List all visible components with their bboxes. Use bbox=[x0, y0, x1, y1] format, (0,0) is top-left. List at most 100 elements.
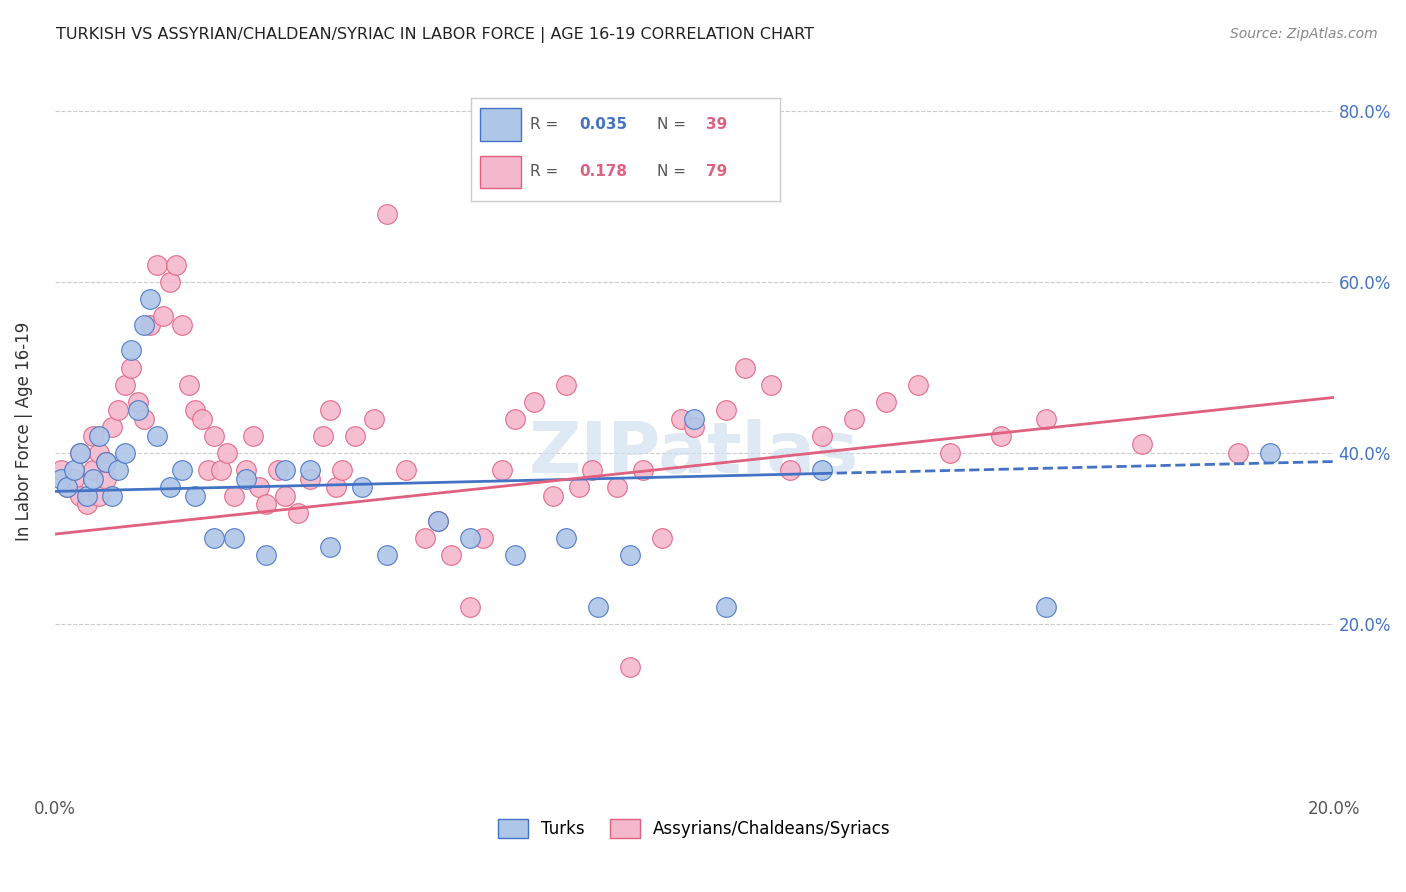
Point bbox=[132, 318, 155, 332]
Point bbox=[267, 463, 290, 477]
Point bbox=[235, 472, 257, 486]
Point bbox=[49, 463, 72, 477]
Point bbox=[363, 412, 385, 426]
Point bbox=[101, 420, 124, 434]
Point bbox=[222, 532, 245, 546]
Point bbox=[990, 429, 1012, 443]
Point bbox=[375, 207, 398, 221]
Point bbox=[204, 429, 226, 443]
Point bbox=[312, 429, 335, 443]
Point bbox=[523, 394, 546, 409]
Point bbox=[197, 463, 219, 477]
Point bbox=[114, 446, 136, 460]
Point bbox=[132, 412, 155, 426]
Point bbox=[779, 463, 801, 477]
Point bbox=[82, 463, 104, 477]
Point bbox=[683, 420, 706, 434]
Point bbox=[555, 377, 578, 392]
Point bbox=[209, 463, 232, 477]
Point bbox=[62, 463, 84, 477]
Y-axis label: In Labor Force | Age 16-19: In Labor Force | Age 16-19 bbox=[15, 322, 32, 541]
Point bbox=[274, 463, 297, 477]
Point bbox=[606, 480, 628, 494]
Point bbox=[1130, 437, 1153, 451]
Text: 39: 39 bbox=[706, 117, 727, 132]
Point bbox=[89, 446, 111, 460]
Point bbox=[114, 377, 136, 392]
Point bbox=[1035, 599, 1057, 614]
Point bbox=[651, 532, 673, 546]
Point bbox=[811, 463, 834, 477]
Point bbox=[299, 463, 322, 477]
Point bbox=[318, 540, 340, 554]
Point bbox=[714, 403, 737, 417]
Point bbox=[89, 429, 111, 443]
Point bbox=[235, 463, 257, 477]
Point bbox=[1258, 446, 1281, 460]
Point bbox=[491, 463, 513, 477]
FancyBboxPatch shape bbox=[481, 109, 520, 141]
Point bbox=[254, 497, 277, 511]
Point bbox=[299, 472, 322, 486]
Point bbox=[159, 480, 181, 494]
Point bbox=[1226, 446, 1249, 460]
Point bbox=[69, 446, 91, 460]
Point bbox=[543, 489, 565, 503]
Point bbox=[683, 412, 706, 426]
Point bbox=[184, 403, 207, 417]
Point bbox=[172, 463, 194, 477]
Point bbox=[69, 489, 91, 503]
Point bbox=[395, 463, 418, 477]
Point bbox=[939, 446, 962, 460]
Point bbox=[734, 360, 756, 375]
Text: N =: N = bbox=[657, 117, 690, 132]
Text: ZIPatlas: ZIPatlas bbox=[529, 419, 859, 488]
Point bbox=[415, 532, 437, 546]
Point bbox=[759, 377, 782, 392]
Point bbox=[139, 292, 162, 306]
Point bbox=[76, 489, 98, 503]
Point bbox=[440, 549, 463, 563]
Point bbox=[146, 258, 169, 272]
Point bbox=[165, 258, 187, 272]
Point bbox=[427, 514, 450, 528]
Point bbox=[503, 549, 526, 563]
Point bbox=[190, 412, 212, 426]
Text: 0.178: 0.178 bbox=[579, 164, 627, 179]
Point bbox=[56, 480, 79, 494]
Point bbox=[127, 394, 149, 409]
Point bbox=[177, 377, 200, 392]
Text: R =: R = bbox=[530, 164, 562, 179]
Point bbox=[127, 403, 149, 417]
Point bbox=[875, 394, 897, 409]
Point bbox=[94, 454, 117, 468]
Text: 0.035: 0.035 bbox=[579, 117, 627, 132]
Point bbox=[318, 403, 340, 417]
Point bbox=[619, 549, 641, 563]
Point bbox=[503, 412, 526, 426]
Point bbox=[375, 549, 398, 563]
Text: 79: 79 bbox=[706, 164, 727, 179]
Point bbox=[69, 446, 91, 460]
Legend: Turks, Assyrians/Chaldeans/Syriacs: Turks, Assyrians/Chaldeans/Syriacs bbox=[491, 812, 897, 845]
Point bbox=[427, 514, 450, 528]
Point bbox=[89, 489, 111, 503]
Point bbox=[811, 429, 834, 443]
Text: Source: ZipAtlas.com: Source: ZipAtlas.com bbox=[1230, 27, 1378, 41]
Point bbox=[82, 472, 104, 486]
Text: TURKISH VS ASSYRIAN/CHALDEAN/SYRIAC IN LABOR FORCE | AGE 16-19 CORRELATION CHART: TURKISH VS ASSYRIAN/CHALDEAN/SYRIAC IN L… bbox=[56, 27, 814, 43]
Point bbox=[146, 429, 169, 443]
Point bbox=[204, 532, 226, 546]
Point bbox=[1035, 412, 1057, 426]
Point bbox=[152, 310, 174, 324]
Point bbox=[619, 659, 641, 673]
Point bbox=[555, 532, 578, 546]
Point bbox=[242, 429, 264, 443]
Point bbox=[344, 429, 367, 443]
Point bbox=[458, 599, 481, 614]
Point bbox=[287, 506, 309, 520]
Point bbox=[222, 489, 245, 503]
Point bbox=[120, 360, 142, 375]
Point bbox=[56, 480, 79, 494]
Point bbox=[94, 472, 117, 486]
